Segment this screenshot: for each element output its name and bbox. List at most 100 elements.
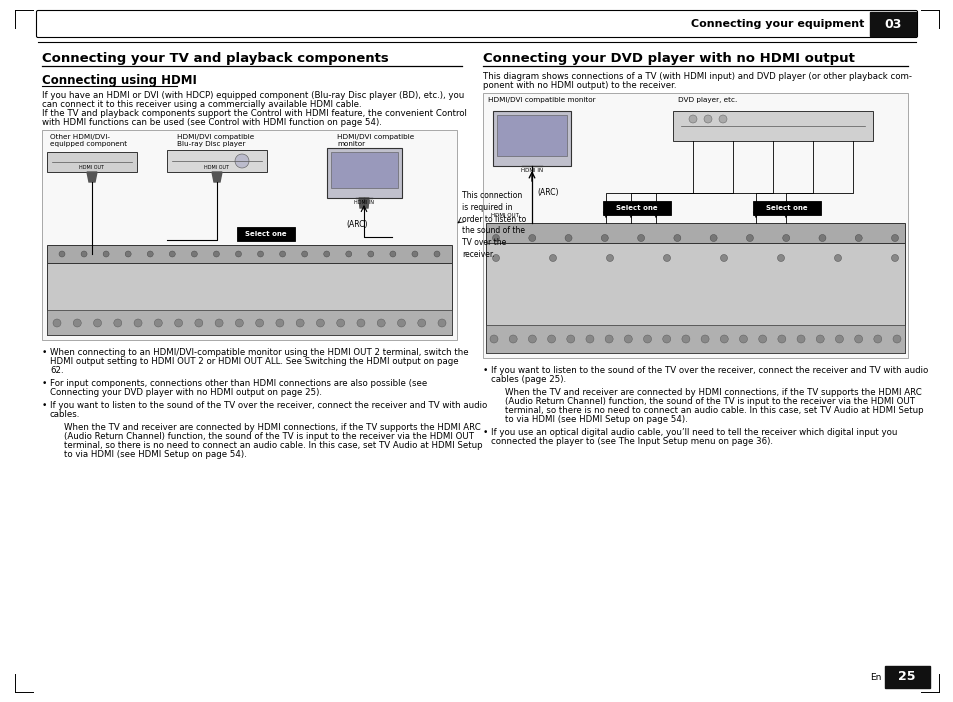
Circle shape bbox=[316, 319, 324, 327]
Circle shape bbox=[890, 234, 898, 241]
Circle shape bbox=[606, 255, 613, 262]
Circle shape bbox=[134, 319, 142, 327]
Circle shape bbox=[892, 335, 900, 343]
Text: HDMI OUT: HDMI OUT bbox=[79, 165, 105, 170]
Circle shape bbox=[194, 319, 203, 327]
Circle shape bbox=[235, 251, 241, 257]
Text: to via HDMI (see HDMI Setup on page 54).: to via HDMI (see HDMI Setup on page 54). bbox=[504, 415, 687, 424]
Circle shape bbox=[818, 234, 825, 241]
Circle shape bbox=[174, 319, 182, 327]
Circle shape bbox=[604, 335, 613, 343]
Text: For input components, connections other than HDMI connections are also possible : For input components, connections other … bbox=[50, 379, 427, 388]
Text: with HDMI functions can be used (see Control with HDMI function on page 54).: with HDMI functions can be used (see Con… bbox=[42, 118, 381, 127]
Text: Connecting your DVD player with no HDMI output on page 25).: Connecting your DVD player with no HDMI … bbox=[50, 388, 322, 397]
Text: 62.: 62. bbox=[50, 366, 64, 375]
Circle shape bbox=[816, 335, 823, 343]
Circle shape bbox=[681, 335, 689, 343]
Circle shape bbox=[301, 251, 307, 257]
Circle shape bbox=[154, 319, 162, 327]
Text: HDMI OUT: HDMI OUT bbox=[491, 213, 518, 218]
Text: HDMI/DVI compatible
monitor: HDMI/DVI compatible monitor bbox=[336, 134, 414, 147]
Bar bbox=[42, 130, 456, 340]
Circle shape bbox=[235, 319, 243, 327]
Text: HDMI OUT: HDMI OUT bbox=[204, 165, 230, 170]
Circle shape bbox=[492, 255, 499, 262]
Bar bbox=[497, 115, 566, 156]
Circle shape bbox=[623, 335, 632, 343]
Bar bbox=[167, 150, 267, 172]
Bar bbox=[493, 111, 571, 166]
Circle shape bbox=[323, 251, 330, 257]
Circle shape bbox=[549, 255, 556, 262]
Bar bbox=[236, 227, 294, 241]
Circle shape bbox=[758, 335, 766, 343]
Circle shape bbox=[600, 234, 608, 241]
Bar bbox=[752, 201, 821, 215]
Circle shape bbox=[376, 319, 385, 327]
Circle shape bbox=[890, 255, 898, 262]
FancyBboxPatch shape bbox=[36, 11, 917, 37]
Bar bbox=[47, 310, 452, 335]
Circle shape bbox=[566, 335, 574, 343]
Circle shape bbox=[397, 319, 405, 327]
Text: HDMI IN: HDMI IN bbox=[520, 168, 542, 173]
Text: to via HDMI (see HDMI Setup on page 54).: to via HDMI (see HDMI Setup on page 54). bbox=[64, 450, 247, 459]
Circle shape bbox=[835, 335, 842, 343]
Circle shape bbox=[336, 319, 344, 327]
Circle shape bbox=[720, 255, 727, 262]
Circle shape bbox=[709, 234, 717, 241]
Text: (ARC): (ARC) bbox=[346, 220, 367, 230]
Circle shape bbox=[509, 335, 517, 343]
Bar bbox=[47, 263, 452, 335]
Bar bbox=[331, 152, 397, 188]
Text: Connecting your equipment: Connecting your equipment bbox=[690, 19, 863, 29]
Circle shape bbox=[81, 251, 87, 257]
Text: •: • bbox=[42, 379, 48, 388]
Circle shape bbox=[356, 319, 365, 327]
Circle shape bbox=[295, 319, 304, 327]
Text: ponent with no HDMI output) to the receiver.: ponent with no HDMI output) to the recei… bbox=[482, 81, 676, 90]
Circle shape bbox=[275, 319, 284, 327]
Text: HDMI output setting to HDMI OUT 2 or HDMI OUT ALL. See Switching the HDMI output: HDMI output setting to HDMI OUT 2 or HDM… bbox=[50, 357, 458, 366]
Text: terminal, so there is no need to connect an audio cable. In this case, set TV Au: terminal, so there is no need to connect… bbox=[504, 406, 923, 415]
Circle shape bbox=[417, 319, 425, 327]
Text: HDMI/DVI compatible monitor: HDMI/DVI compatible monitor bbox=[488, 97, 595, 103]
Bar bbox=[47, 245, 452, 263]
Polygon shape bbox=[358, 198, 369, 208]
Bar bbox=[672, 111, 872, 141]
Text: •: • bbox=[482, 366, 488, 375]
Circle shape bbox=[777, 335, 785, 343]
Circle shape bbox=[434, 251, 439, 257]
Bar bbox=[869, 12, 915, 36]
Text: can connect it to this receiver using a commercially available HDMI cable.: can connect it to this receiver using a … bbox=[42, 100, 361, 109]
Text: When connecting to an HDMI/DVI-compatible monitor using the HDMI OUT 2 terminal,: When connecting to an HDMI/DVI-compatibl… bbox=[50, 348, 468, 357]
Circle shape bbox=[528, 234, 536, 241]
Text: DVD player, etc.: DVD player, etc. bbox=[678, 97, 737, 103]
Circle shape bbox=[214, 319, 223, 327]
Circle shape bbox=[854, 335, 862, 343]
Bar bbox=[485, 223, 904, 243]
Circle shape bbox=[662, 335, 670, 343]
Circle shape bbox=[103, 251, 109, 257]
Circle shape bbox=[643, 335, 651, 343]
Circle shape bbox=[688, 115, 697, 123]
Text: If you want to listen to the sound of the TV over the receiver, connect the rece: If you want to listen to the sound of th… bbox=[491, 366, 927, 375]
Circle shape bbox=[873, 335, 881, 343]
Text: cables (page 25).: cables (page 25). bbox=[491, 375, 565, 384]
Circle shape bbox=[745, 234, 753, 241]
Bar bbox=[485, 243, 904, 353]
Circle shape bbox=[390, 251, 395, 257]
Bar bbox=[47, 152, 137, 172]
Circle shape bbox=[703, 115, 711, 123]
Text: 03: 03 bbox=[883, 18, 901, 30]
Bar bbox=[602, 201, 670, 215]
Circle shape bbox=[700, 335, 708, 343]
Circle shape bbox=[854, 234, 862, 241]
Circle shape bbox=[492, 234, 499, 241]
Text: Connecting using HDMI: Connecting using HDMI bbox=[42, 74, 196, 87]
Circle shape bbox=[59, 251, 65, 257]
Circle shape bbox=[257, 251, 263, 257]
Bar bbox=[327, 148, 401, 198]
Circle shape bbox=[368, 251, 374, 257]
Circle shape bbox=[585, 335, 594, 343]
